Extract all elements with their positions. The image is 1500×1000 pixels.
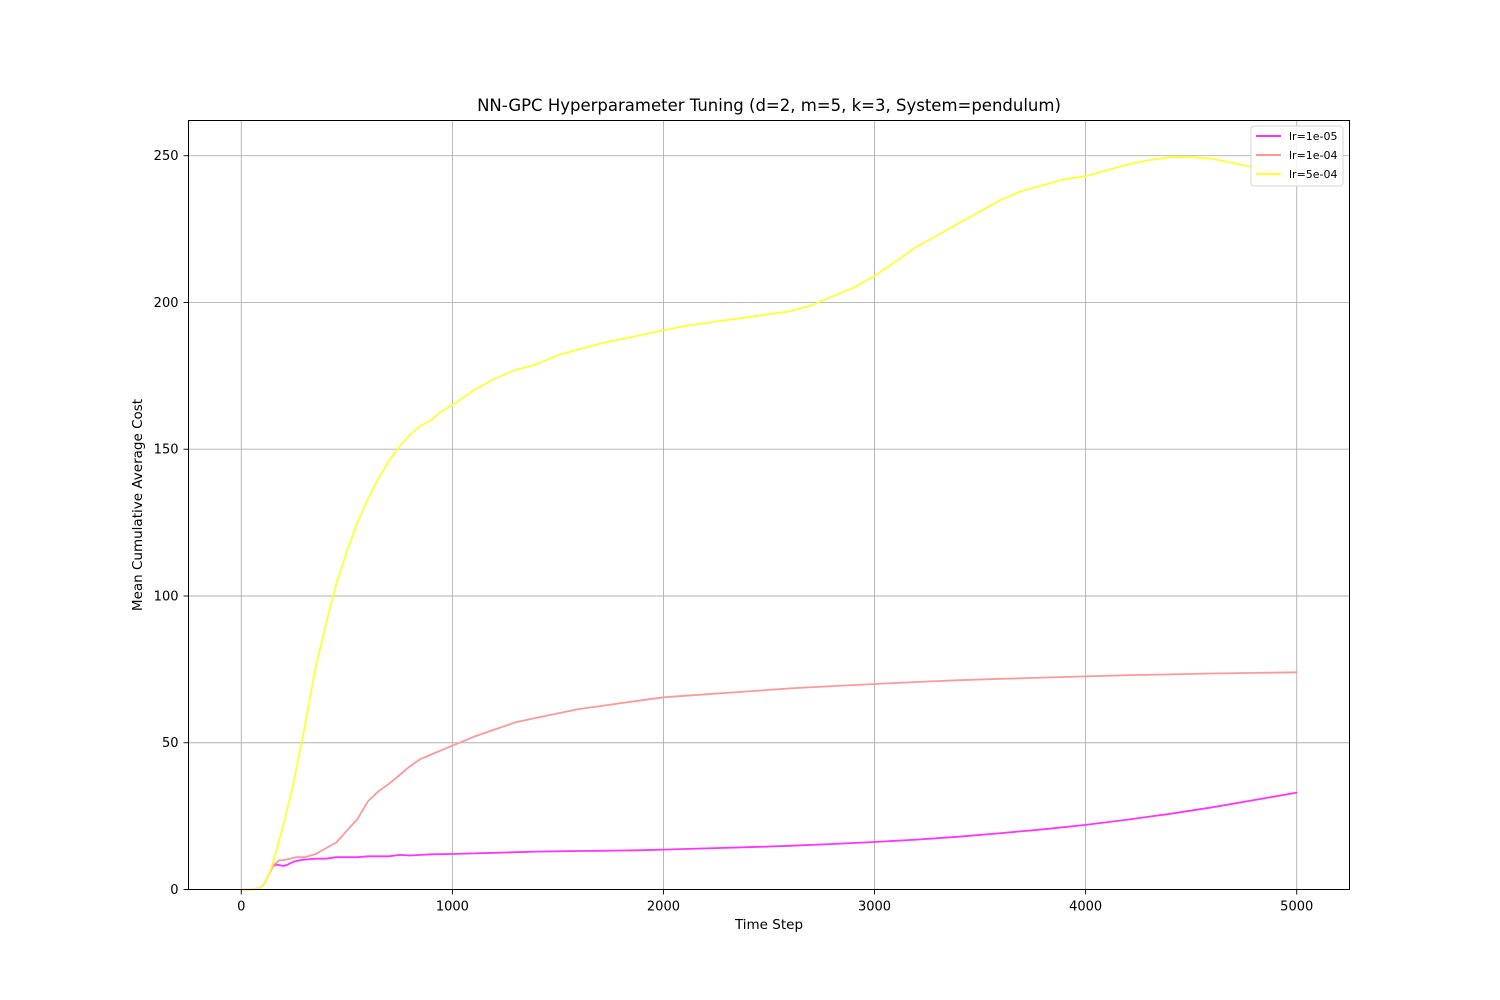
axis-ticks: 0 1000 2000 3000 4000 5000 0 50 100 150 200 250 [154, 149, 1314, 914]
plot-lines [240, 156, 1298, 891]
chart-title: NN-GPC Hyperparameter Tuning (d=2, m=5, … [477, 96, 1061, 115]
legend-box [1250, 125, 1344, 187]
x-tick-label: 4000 [1069, 900, 1102, 915]
y-tick-label: 50 [162, 736, 179, 751]
y-tick-label: 200 [154, 296, 179, 311]
legend-label: lr=1e-04 [1289, 149, 1338, 162]
y-tick-label: 0 [170, 883, 178, 898]
series-line-3 [240, 156, 1298, 891]
y-tick-label: 250 [154, 149, 179, 164]
legend-label: lr=5e-04 [1289, 168, 1338, 181]
x-tick-label: 0 [237, 900, 245, 915]
x-tick-label: 3000 [858, 900, 891, 915]
y-tick-label: 150 [154, 443, 179, 458]
y-axis-label: Mean Cumulative Average Cost [130, 399, 146, 611]
grid [188, 120, 1350, 890]
plot-frame [188, 120, 1350, 890]
legend-label: lr=1e-05 [1289, 130, 1338, 143]
x-tick-label: 2000 [647, 900, 680, 915]
y-tick-label: 100 [154, 589, 179, 604]
x-tick-label: 1000 [436, 900, 469, 915]
x-tick-label: 5000 [1280, 900, 1313, 915]
x-axis-label: Time Step [734, 917, 803, 933]
series-line-1 [240, 791, 1298, 891]
series-line-2 [240, 671, 1298, 891]
legend: lr=1e-05 lr=1e-04 lr=5e-04 [1250, 125, 1344, 187]
